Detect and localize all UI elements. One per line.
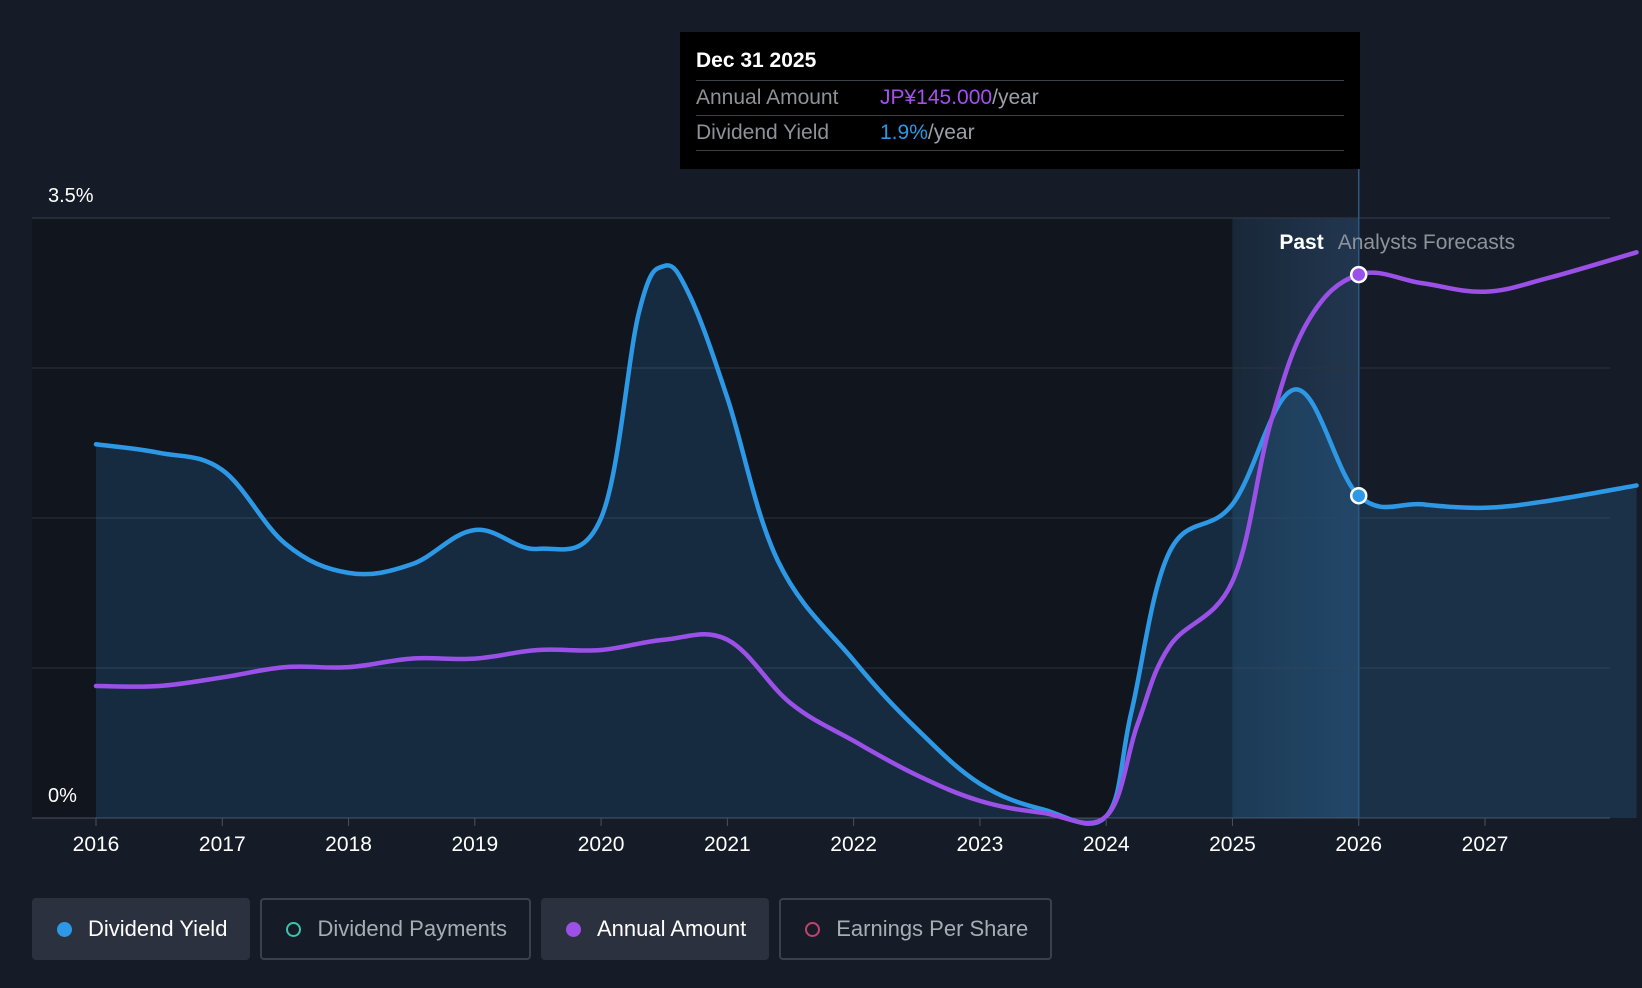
annual-amount-marker bbox=[1349, 265, 1368, 284]
legend-circle-icon bbox=[286, 921, 302, 937]
legend-dot-icon bbox=[565, 921, 581, 937]
dividend-yield-line bbox=[93, 263, 1639, 826]
x-tick-label: 2017 bbox=[199, 833, 246, 856]
legend-dividend-payments[interactable]: Dividend Payments bbox=[260, 898, 531, 960]
x-tick-label: 2018 bbox=[325, 833, 372, 856]
tooltip-value: 1.9% bbox=[880, 121, 928, 144]
x-tick-label: 2022 bbox=[830, 833, 877, 856]
dividend-yield-marker bbox=[1349, 486, 1368, 505]
legend-circle-icon bbox=[805, 921, 821, 937]
forecast-label: Analysts Forecasts bbox=[1338, 231, 1515, 254]
legend-label: Dividend Yield bbox=[88, 916, 228, 941]
x-tick-label: 2020 bbox=[578, 833, 625, 856]
annual-amount-line bbox=[93, 250, 1639, 826]
legend: Dividend Yield Dividend Payments Annual … bbox=[32, 898, 1053, 960]
tooltip-date: Dec 31 2025 bbox=[696, 49, 817, 72]
x-tick-label: 2023 bbox=[957, 833, 1004, 856]
tooltip-row-annual-amount: Annual Amount JP¥145.000 /year bbox=[696, 80, 1344, 115]
dividend-yield-area bbox=[96, 265, 1637, 824]
legend-dividend-yield[interactable]: Dividend Yield bbox=[32, 898, 251, 960]
x-tick-label: 2019 bbox=[451, 833, 498, 856]
legend-annual-amount[interactable]: Annual Amount bbox=[540, 898, 770, 960]
x-tick-label: 2026 bbox=[1335, 833, 1382, 856]
tooltip: Dec 31 2025 Annual Amount JP¥145.000 /ye… bbox=[680, 32, 1360, 169]
x-tick-label: 2016 bbox=[73, 833, 120, 856]
y-tick-label: 3.5% bbox=[48, 185, 94, 207]
legend-label: Earnings Per Share bbox=[836, 916, 1029, 941]
tooltip-label: Annual Amount bbox=[696, 86, 839, 109]
x-tick-label: 2025 bbox=[1209, 833, 1256, 856]
legend-label: Annual Amount bbox=[596, 916, 747, 941]
legend-dot-icon bbox=[57, 921, 72, 937]
y-tick-label: 0% bbox=[48, 785, 77, 807]
x-tick-label: 2024 bbox=[1083, 833, 1130, 856]
tooltip-label: Dividend Yield bbox=[696, 121, 830, 144]
legend-earnings-per-share[interactable]: Earnings Per Share bbox=[779, 898, 1053, 960]
legend-label: Dividend Payments bbox=[317, 916, 507, 941]
tooltip-unit: /year bbox=[927, 121, 975, 144]
x-tick-label: 2027 bbox=[1462, 833, 1509, 856]
tooltip-row-dividend-yield: Dividend Yield 1.9% /year bbox=[696, 115, 1344, 151]
tooltip-unit: /year bbox=[992, 86, 1039, 109]
tooltip-value: JP¥145.000 bbox=[880, 86, 993, 109]
x-tick-label: 2021 bbox=[704, 833, 751, 856]
past-label: Past bbox=[1279, 231, 1323, 254]
